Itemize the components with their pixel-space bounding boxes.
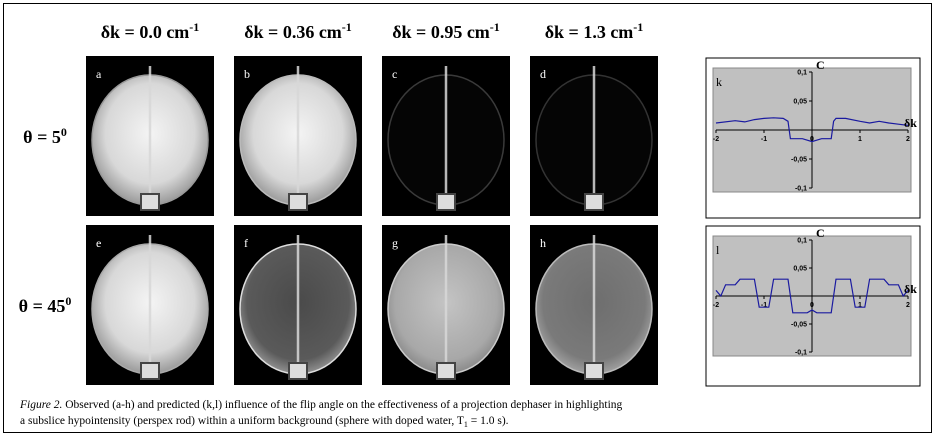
caption-line: Figure 2. Observed (a-h) and predicted (… <box>19 399 623 411</box>
x-axis-label: δk <box>904 282 917 296</box>
x-tick-label: 2 <box>906 302 910 309</box>
rod-base <box>140 193 160 211</box>
caption-line: a subslice hypointensity (perspex rod) w… <box>20 415 509 429</box>
row-label-sup: 0 <box>61 125 67 139</box>
y-tick-label: 0,1 <box>797 238 807 245</box>
x-tick-label: -1 <box>761 302 767 309</box>
y-tick-label: -0,05 <box>791 157 807 164</box>
panel-letter: b <box>244 67 250 81</box>
rod-base <box>140 362 160 380</box>
rod-base <box>288 193 308 211</box>
y-tick-label: 0,05 <box>793 99 807 106</box>
data-line <box>715 117 909 143</box>
panel-letter: l <box>716 243 720 257</box>
x-tick-label: 0 <box>810 302 814 309</box>
column-header-sup: -1 <box>189 20 199 34</box>
column-header: δk = 1.3 cm-1 <box>545 20 644 42</box>
column-header: δk = 0.95 cm-1 <box>392 20 500 42</box>
caption-text: Observed (a-h) and predicted (k,l) influ… <box>62 399 622 411</box>
y-tick-label: -0,1 <box>795 186 807 193</box>
panel-letter: f <box>244 236 248 250</box>
rod-base <box>288 362 308 380</box>
caption-text: a subslice hypointensity (perspex rod) w… <box>20 415 464 427</box>
rod-base <box>436 362 456 380</box>
row-label-text: θ = 45 <box>19 296 66 316</box>
panel-letter: e <box>96 236 101 250</box>
y-axis-label: C <box>816 58 825 72</box>
caption-subscript: 1 <box>464 420 468 429</box>
row-label-text: θ = 5 <box>23 127 61 147</box>
x-tick-label: -2 <box>713 302 719 309</box>
column-header-sup: -1 <box>342 20 352 34</box>
x-tick-label: 2 <box>906 136 910 143</box>
row-label-sup: 0 <box>65 294 71 308</box>
y-tick-label: 0,1 <box>797 70 807 77</box>
data-line <box>715 278 909 314</box>
x-axis-label: δk <box>904 116 917 130</box>
panel-letter: a <box>96 67 102 81</box>
rod-base <box>436 193 456 211</box>
y-axis-label: C <box>816 226 825 240</box>
x-tick-label: 1 <box>858 302 862 309</box>
caption-end: = 1.0 s). <box>468 415 509 427</box>
rod-base <box>584 362 604 380</box>
column-header-text: δk = 0.36 cm <box>244 22 342 42</box>
column-header-text: δk = 0.95 cm <box>392 22 490 42</box>
y-tick-label: -0,1 <box>795 350 807 357</box>
x-tick-label: 1 <box>858 136 862 143</box>
panel-letter: d <box>540 67 546 81</box>
x-tick-label: -2 <box>713 136 719 143</box>
panel-letter: h <box>540 236 546 250</box>
y-tick-label: -0,05 <box>791 322 807 329</box>
row-label: θ = 50 <box>23 125 67 147</box>
column-header: δk = 0.0 cm-1 <box>101 20 200 42</box>
y-tick-label: 0,05 <box>793 266 807 273</box>
column-header-text: δk = 1.3 cm <box>545 22 634 42</box>
row-label: θ = 450 <box>19 294 72 316</box>
panel-letter: c <box>392 67 397 81</box>
panel-letter: g <box>392 236 398 250</box>
column-header: δk = 0.36 cm-1 <box>244 20 352 42</box>
x-tick-label: -1 <box>761 136 767 143</box>
caption-label: Figure 2. <box>19 399 62 411</box>
x-tick-label: 0 <box>810 136 814 143</box>
column-header-sup: -1 <box>633 20 643 34</box>
rod-base <box>584 193 604 211</box>
panel-letter: k <box>716 75 722 89</box>
figure-border <box>3 3 932 433</box>
column-header-sup: -1 <box>490 20 500 34</box>
column-header-text: δk = 0.0 cm <box>101 22 190 42</box>
